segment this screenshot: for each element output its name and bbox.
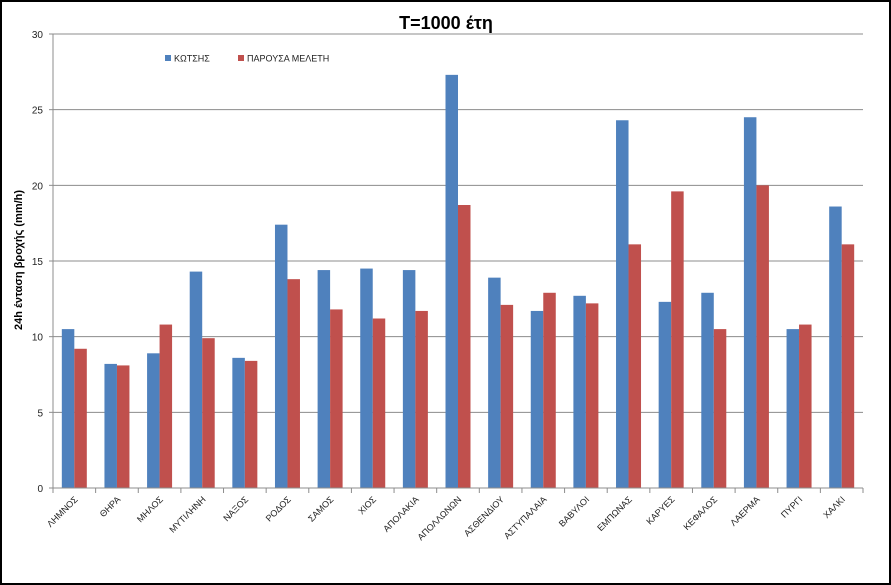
bar-s1-12 <box>530 310 544 488</box>
x-tick-label-13: ΒΑΒΥΛΟΙ <box>557 494 591 528</box>
bar-s2-9 <box>415 310 428 488</box>
bar-s1-3 <box>147 353 160 488</box>
x-tick-label-1: ΛΗΜΝΟΣ <box>45 494 80 529</box>
x-tick-label-19: ΧΑΛΚΙ <box>821 494 847 520</box>
x-tick-label-15: ΚΑΡΥΕΣ <box>644 494 677 527</box>
x-tick-label-12: ΑΣΤΥΠΑΛΑΙΑ <box>502 494 549 541</box>
bar-s1-19 <box>829 206 842 488</box>
bar-s1-18 <box>786 329 800 488</box>
x-tick-label-6: ΡΟΔΟΣ <box>264 494 293 523</box>
legend-swatch-1 <box>165 55 171 61</box>
x-tick-label-9: ΑΠΟΛΑΚΙΑ <box>381 494 421 534</box>
axes <box>52 34 864 493</box>
bar-s2-15 <box>671 191 684 489</box>
x-tick-label-10: ΑΠΟΛΛΩΝΩΝ <box>415 494 463 542</box>
bar-s2-6 <box>287 279 300 488</box>
x-tick-label-11: ΑΣΘΕΝΔΙΟΥ <box>462 494 506 538</box>
x-tick-label-4: ΜΥΤΙΛΗΝΗ <box>167 494 207 534</box>
y-tick-label-30: 30 <box>32 30 44 41</box>
x-axis-labels: ΛΗΜΝΟΣ ΘΗΡΑ ΜΗΛΟΣ ΜΥΤΙΛΗΝΗ ΝΑΞΟΣ ΡΟΔΟΣ ΣΑΜΟΣ ΧΙ… <box>45 494 847 542</box>
bar-s2-19 <box>841 244 855 488</box>
x-tick-label-7: ΣΑΜΟΣ <box>306 494 336 524</box>
bar-s2-4 <box>202 338 215 488</box>
bar-s2-7 <box>330 309 343 488</box>
bar-s2-14 <box>628 244 642 488</box>
bar-s1-5 <box>232 357 245 488</box>
bar-s2-18 <box>799 324 812 488</box>
bar-s1-17 <box>743 117 757 488</box>
x-tick-label-8: ΧΙΟΣ <box>356 494 378 516</box>
bar-s1-9 <box>402 270 416 488</box>
bar-s2-1 <box>74 348 87 488</box>
bar-s1-1 <box>61 329 75 488</box>
bar-s2-17 <box>756 185 769 489</box>
bar-s2-5 <box>244 360 258 488</box>
bar-s2-3 <box>159 324 173 488</box>
x-tick-label-17: ΛΑΕΡΜΑ <box>728 494 762 528</box>
y-axis-label: 24h ένταση βροχής (mm/h) <box>13 190 25 330</box>
legend: ΚΩΤΣΗΣ ΠΑΡΟΥΣΑ ΜΕΛΕΤΗ <box>165 54 329 64</box>
y-tick-label-25: 25 <box>32 106 44 117</box>
bar-s1-16 <box>701 292 714 488</box>
chart-title: T=1000 έτη <box>399 13 493 33</box>
bar-s1-13 <box>573 295 586 488</box>
bar-s2-16 <box>713 329 727 488</box>
bar-s2-11 <box>500 304 514 488</box>
bar-s1-14 <box>616 120 629 488</box>
y-tick-label-20: 20 <box>32 181 44 192</box>
bar-s1-4 <box>189 271 203 488</box>
bar-s1-10 <box>445 74 458 489</box>
x-tick-label-14: ΕΜΠΩΝΑΣ <box>595 494 634 533</box>
bar-s1-11 <box>488 277 501 488</box>
bar-s2-10 <box>458 205 471 489</box>
y-axis-ticks: 0 5 10 15 20 25 30 <box>32 30 53 495</box>
bar-s1-2 <box>104 363 117 488</box>
bar-s1-6 <box>274 224 288 488</box>
bar-s2-2 <box>116 365 130 488</box>
y-tick-label-15: 15 <box>32 257 44 268</box>
y-tick-label-5: 5 <box>37 408 43 419</box>
bar-s2-13 <box>585 303 599 488</box>
y-tick-label-10: 10 <box>32 333 44 344</box>
bar-s1-15 <box>658 301 672 488</box>
x-tick-label-18: ΠΥΡΓΙ <box>779 494 804 519</box>
x-tick-label-5: ΝΑΞΟΣ <box>221 494 250 523</box>
legend-label-1: ΚΩΤΣΗΣ <box>174 54 210 64</box>
bar-s1-8 <box>360 268 373 488</box>
x-tick-label-3: ΜΗΛΟΣ <box>135 494 165 524</box>
legend-label-2: ΠΑΡΟΥΣΑ ΜΕΛΕΤΗ <box>247 54 329 64</box>
x-tick-label-16: ΚΕΦΑΛΟΣ <box>681 494 719 532</box>
bar-s2-12 <box>543 292 556 488</box>
bar-s1-7 <box>317 270 331 488</box>
legend-swatch-2 <box>238 55 244 61</box>
x-tick-label-2: ΘΗΡΑ <box>98 494 123 519</box>
y-tick-label-0: 0 <box>37 484 43 495</box>
bar-s2-8 <box>372 318 386 488</box>
bars <box>61 74 855 489</box>
